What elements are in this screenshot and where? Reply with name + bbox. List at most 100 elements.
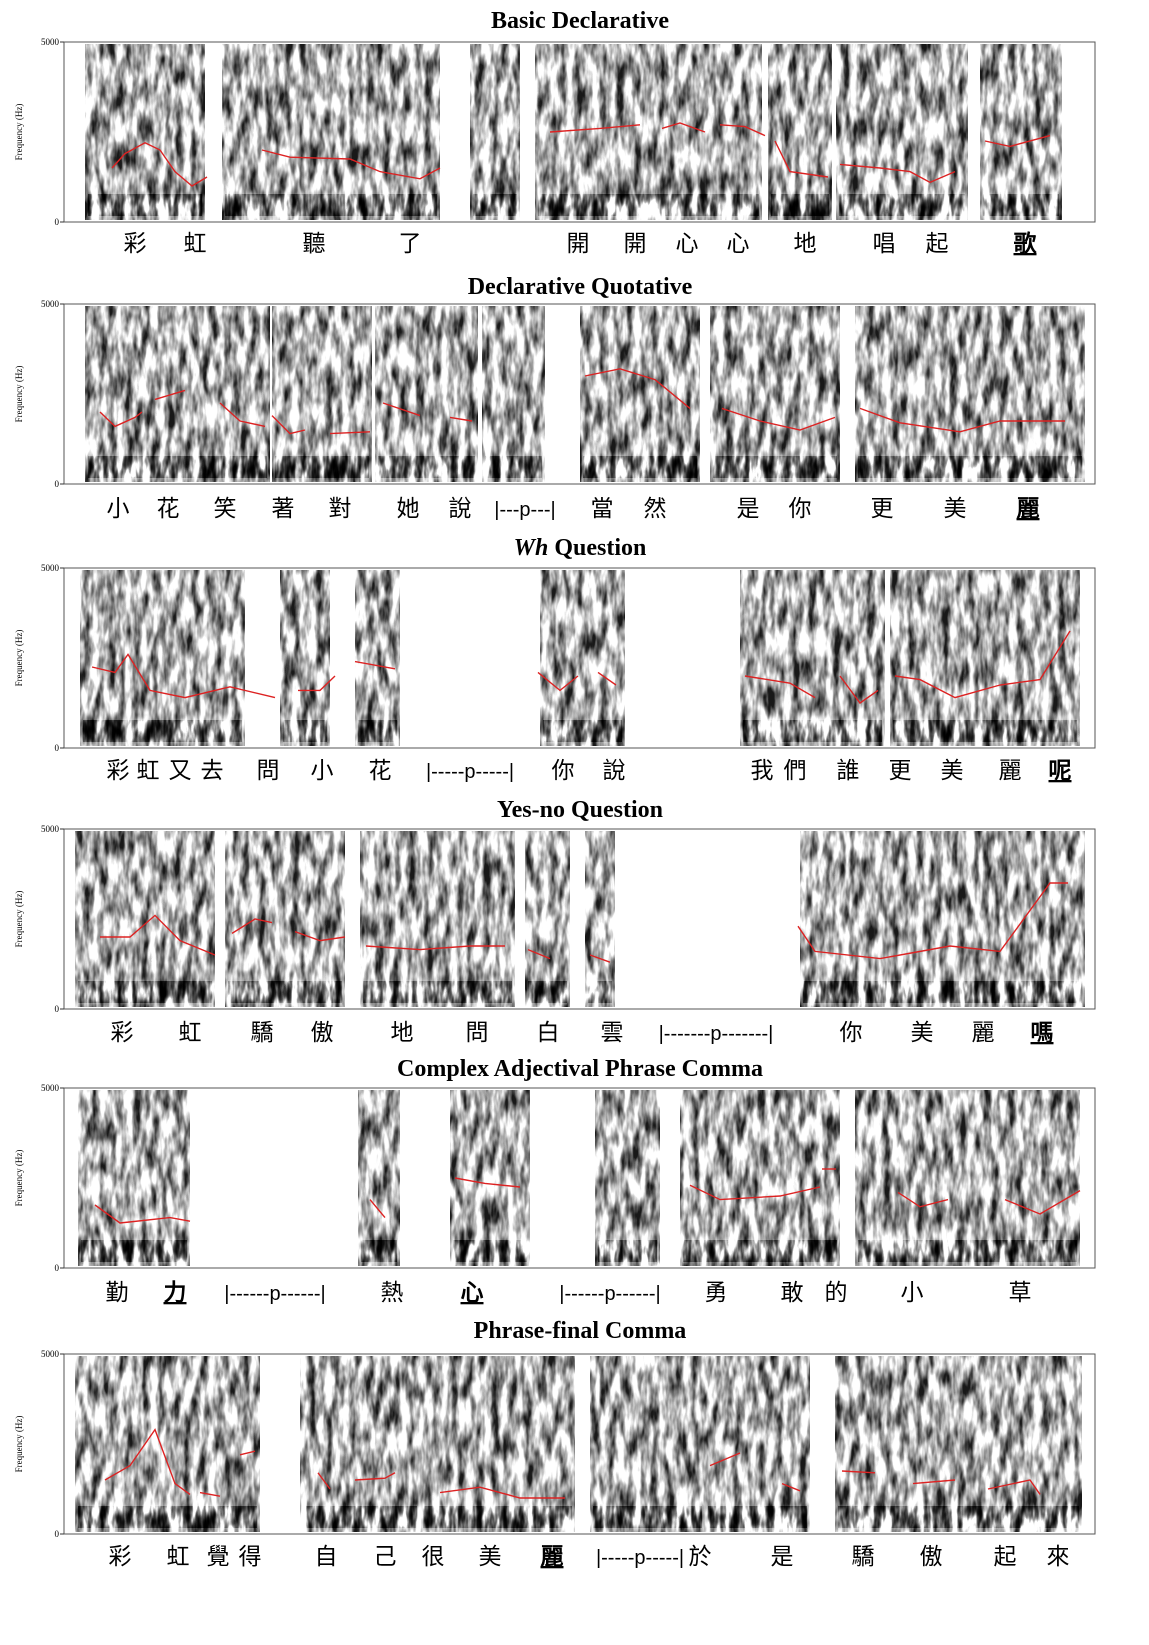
pitch-contour — [527, 948, 551, 960]
syllable: 起 — [926, 231, 949, 257]
syllable: 勇 — [705, 1280, 728, 1306]
panel-title: Wh Question — [514, 535, 647, 561]
y-axis-label: Frequency (Hz) — [14, 104, 24, 161]
syllable: 呢 — [1049, 757, 1072, 784]
low-band — [708, 1506, 807, 1528]
low-band — [858, 456, 1082, 478]
spectral-energy — [420, 1356, 575, 1532]
spectral-energy — [585, 831, 615, 1007]
syllable: 虹 — [184, 231, 207, 257]
low-band — [743, 720, 882, 742]
low-band — [893, 720, 1077, 742]
spectral-energy — [358, 1090, 400, 1266]
syllable: 花 — [369, 758, 392, 784]
syllable: 歌 — [1014, 230, 1038, 257]
spectral-energy — [450, 1090, 530, 1266]
syllable: 麗 — [972, 1020, 995, 1046]
pitch-contour — [449, 416, 473, 422]
y-axis-label: Frequency (Hz) — [14, 1416, 24, 1473]
y-tick-label: 5000 — [41, 299, 60, 309]
syllable: 問 — [257, 758, 280, 784]
spectral-energy — [78, 1090, 190, 1266]
syllable: 麗 — [541, 1543, 564, 1570]
spectral-energy — [375, 306, 478, 482]
spectral-energy — [705, 1356, 810, 1532]
y-tick-label: 5000 — [41, 824, 60, 834]
syllable: 彩 — [109, 1544, 132, 1570]
syllable: 地 — [794, 231, 817, 257]
syllable: 美 — [944, 496, 967, 522]
low-band — [83, 720, 242, 742]
syllable: 小 — [107, 496, 130, 522]
pitch-contour — [154, 389, 186, 401]
syllable: 對 — [329, 496, 352, 522]
spectral-energy — [300, 1356, 420, 1532]
syllable: 心 — [461, 1279, 484, 1306]
low-band — [275, 456, 369, 478]
syllable: 麗 — [999, 758, 1022, 784]
syllable: 熱 — [381, 1280, 404, 1306]
syllable: 更 — [889, 758, 912, 784]
y-tick-label: 0 — [55, 479, 60, 489]
low-band — [81, 1240, 187, 1262]
low-band — [88, 194, 202, 216]
y-tick-label: 0 — [55, 1004, 60, 1014]
y-tick-label: 0 — [55, 1529, 60, 1539]
pitch-contour — [365, 945, 505, 951]
low-band — [593, 1506, 702, 1528]
syllable: 然 — [644, 496, 667, 522]
pitch-contour — [987, 1479, 1041, 1495]
spectral-energy — [222, 44, 440, 220]
title-italic: Wh — [514, 535, 549, 561]
spectral-energy — [535, 44, 762, 220]
spectral-energy — [835, 1356, 1082, 1532]
spectral-energy — [710, 306, 840, 482]
syllable: 又 — [169, 758, 192, 784]
pitch-contour — [271, 415, 306, 435]
syllable: 草 — [1009, 1280, 1032, 1306]
y-axis-label: Frequency (Hz) — [14, 630, 24, 687]
low-band — [88, 456, 267, 478]
pitch-contour — [354, 660, 396, 670]
syllable: 更 — [871, 496, 894, 522]
spectral-energy — [540, 570, 625, 746]
low-band — [225, 194, 437, 216]
syllable: 說 — [603, 758, 626, 784]
syllable: 唱 — [873, 231, 896, 257]
pitch-contour — [859, 407, 1065, 433]
syllable: 彩 — [111, 1020, 134, 1046]
title-rest: Question — [554, 535, 646, 561]
spectral-energy — [768, 44, 832, 220]
spectral-energy — [85, 44, 205, 220]
spectral-energy — [75, 831, 215, 1007]
syllable: 驕 — [251, 1020, 274, 1046]
spectral-energy — [800, 831, 1085, 1007]
spectral-energy — [80, 570, 245, 746]
syllable: |------p------| — [224, 1283, 325, 1305]
spectral-energy — [280, 570, 330, 746]
pitch-contour — [839, 675, 879, 704]
syllable: 你 — [840, 1020, 863, 1046]
pitch-contour — [689, 1184, 821, 1201]
syllable: 驕 — [852, 1544, 875, 1570]
low-band — [858, 1240, 1077, 1262]
low-band — [78, 981, 212, 1003]
low-band — [473, 194, 517, 216]
low-band — [378, 456, 475, 478]
y-tick-label: 0 — [55, 217, 60, 227]
syllable: 美 — [941, 758, 964, 784]
pitch-contour — [894, 630, 1071, 699]
low-band — [78, 1506, 257, 1528]
spectrogram-panel: Basic Declarative 0 5000 Frequency (Hz) 彩 虹 聽 了… — [14, 8, 1096, 257]
panel-title: Complex Adjectival Phrase Comma — [397, 1056, 763, 1082]
pitch-contour — [354, 1472, 396, 1481]
low-band — [303, 1506, 417, 1528]
spectral-energy — [855, 1090, 1080, 1266]
spectral-energy — [595, 1090, 660, 1266]
syllable: 問 — [466, 1020, 489, 1046]
y-axis-label: Frequency (Hz) — [14, 1150, 24, 1207]
y-tick-label: 5000 — [41, 563, 60, 573]
syllable: 開 — [624, 231, 647, 257]
